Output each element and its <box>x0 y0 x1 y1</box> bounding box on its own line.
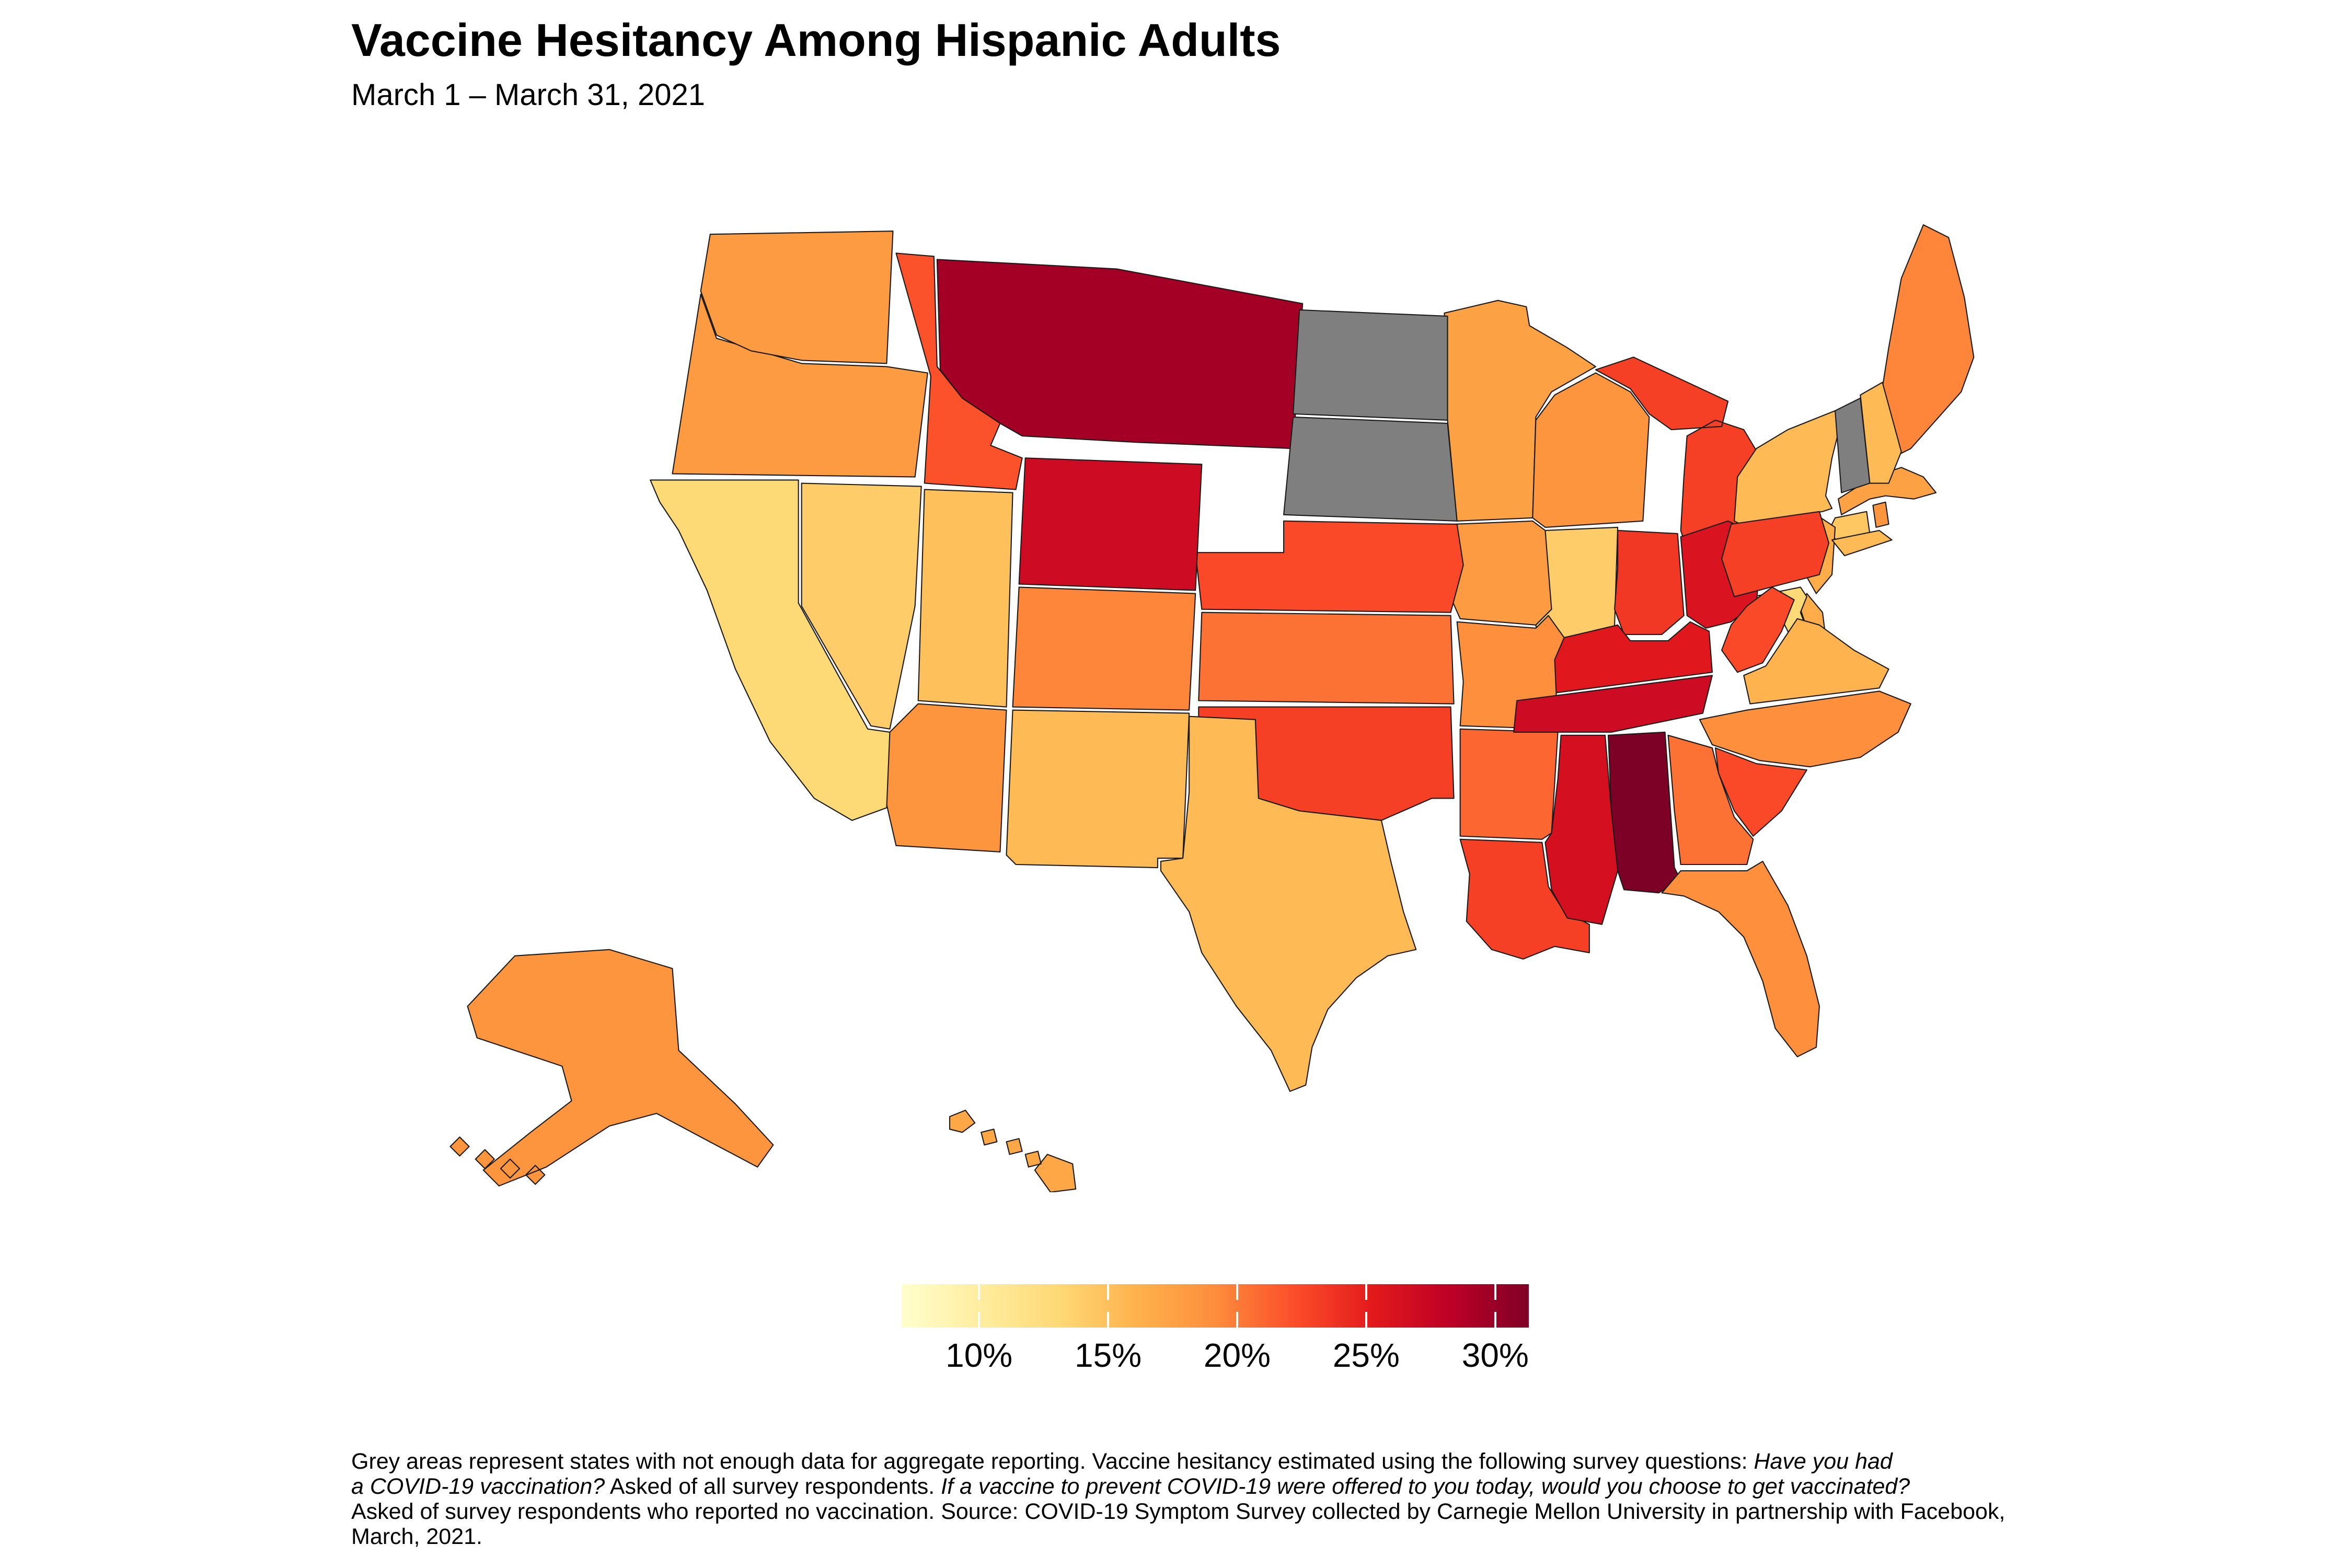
legend-tick-mark <box>1236 1284 1238 1300</box>
legend-tick-mark <box>1494 1312 1496 1328</box>
legend-tick-mark <box>978 1312 981 1328</box>
footnote-text: Grey areas represent states with not eno… <box>351 1449 1754 1474</box>
legend-tick-mark <box>1365 1312 1367 1328</box>
us-choropleth-map: Alabama: 31%Alaska: 18.5%Arizona: 18.5%A… <box>449 224 1975 1192</box>
footnote-line: Asked of survey respondents who reported… <box>351 1499 2348 1524</box>
state-mt: Montana: 29.5% <box>936 259 1304 449</box>
legend-tick-label: 20% <box>1203 1336 1271 1374</box>
state-ut: Utah: 15% <box>917 489 1013 708</box>
state-ar: Arkansas: 21% <box>1459 728 1559 840</box>
state-nc: North Carolina: 19% <box>1699 690 1911 768</box>
state-la: Louisiana: 23% <box>1459 838 1590 960</box>
footnote-survey-question: If a vaccine to prevent COVID-19 were of… <box>941 1474 1910 1499</box>
state-ms: Mississippi: 26.5% <box>1544 734 1619 925</box>
legend-tick-label: 30% <box>1461 1336 1529 1374</box>
legend-tick-label: 25% <box>1332 1336 1400 1374</box>
state-vt: Vermont: no data <box>1835 397 1871 493</box>
state-az: Arizona: 18.5% <box>877 703 1007 852</box>
state-ks: Kansas: 20.5% <box>1198 612 1455 705</box>
state-ri: Rhode Island: 18.5% <box>1872 501 1889 528</box>
legend-tick-mark <box>978 1284 981 1300</box>
state-ne: Nebraska: 22.5% <box>1195 520 1464 613</box>
figure-subtitle: March 1 – March 31, 2021 <box>351 78 706 112</box>
state-nm: New Mexico: 15.5% <box>1006 709 1190 869</box>
legend-tick-mark <box>1365 1284 1367 1300</box>
state-nd: North Dakota: no data <box>1293 309 1448 421</box>
state-tx: Texas: 15.5% <box>1160 716 1417 1092</box>
state-tn: Tennessee: 27% <box>1513 675 1713 733</box>
state-nv: Nevada: 14% <box>801 482 922 730</box>
state-hi: Hawaii: 17% <box>949 1110 1077 1192</box>
state-wy: Wyoming: 27% <box>1018 457 1203 591</box>
footnote-line: Grey areas represent states with not eno… <box>351 1449 2348 1474</box>
state-wv: West Virginia: 22.5% <box>1721 586 1795 673</box>
footnote-text: Asked of survey respondents who reported… <box>351 1499 2005 1524</box>
state-or: Oregon: 18% <box>672 293 928 478</box>
footnote: Grey areas represent states with not eno… <box>351 1449 2348 1549</box>
legend-tick-mark <box>1107 1312 1110 1328</box>
state-ia: Iowa: 18% <box>1447 520 1552 626</box>
footnote-text: March, 2021. <box>351 1524 482 1549</box>
state-ak: Alaska: 18.5% <box>449 949 774 1186</box>
footnote-survey-question: a COVID-19 vaccination? <box>351 1474 605 1499</box>
figure-title: Vaccine Hesitancy Among Hispanic Adults <box>351 14 1281 66</box>
legend-tick-mark <box>1494 1284 1496 1300</box>
state-wa: Washington: 18% <box>700 230 894 364</box>
legend-gradient-bar <box>902 1284 1529 1328</box>
legend-tick-mark <box>1236 1312 1238 1328</box>
state-sc: South Carolina: 22.5% <box>1714 747 1807 837</box>
footnote-survey-question: Have you had <box>1754 1449 1893 1474</box>
state-ca: California: 13% <box>650 479 891 821</box>
state-co: Colorado: 19.5% <box>1012 586 1196 711</box>
state-ga: Georgia: 20.5% <box>1667 734 1754 866</box>
footnote-text: Asked of all survey respondents. <box>605 1474 941 1499</box>
state-va: Virginia: 16% <box>1743 618 1889 705</box>
legend-tick-mark <box>1107 1284 1110 1300</box>
legend-tick-label: 15% <box>1075 1336 1142 1374</box>
footnote-line: a COVID-19 vaccination? Asked of all sur… <box>351 1474 2348 1499</box>
footnote-line: March, 2021. <box>351 1524 2348 1549</box>
state-wi: Wisconsin: 18.5% <box>1532 372 1650 528</box>
state-id: Idaho: 22% <box>895 252 1023 490</box>
state-fl: Florida: 19% <box>1661 860 1820 1057</box>
state-sd: South Dakota: no data <box>1283 416 1458 522</box>
state-pa: Pennsylvania: 23% <box>1721 511 1830 597</box>
state-me: Maine: 19.5% <box>1878 224 1975 459</box>
state-in: Indiana: 23.5% <box>1614 529 1685 635</box>
legend-tick-label: 10% <box>946 1336 1013 1374</box>
